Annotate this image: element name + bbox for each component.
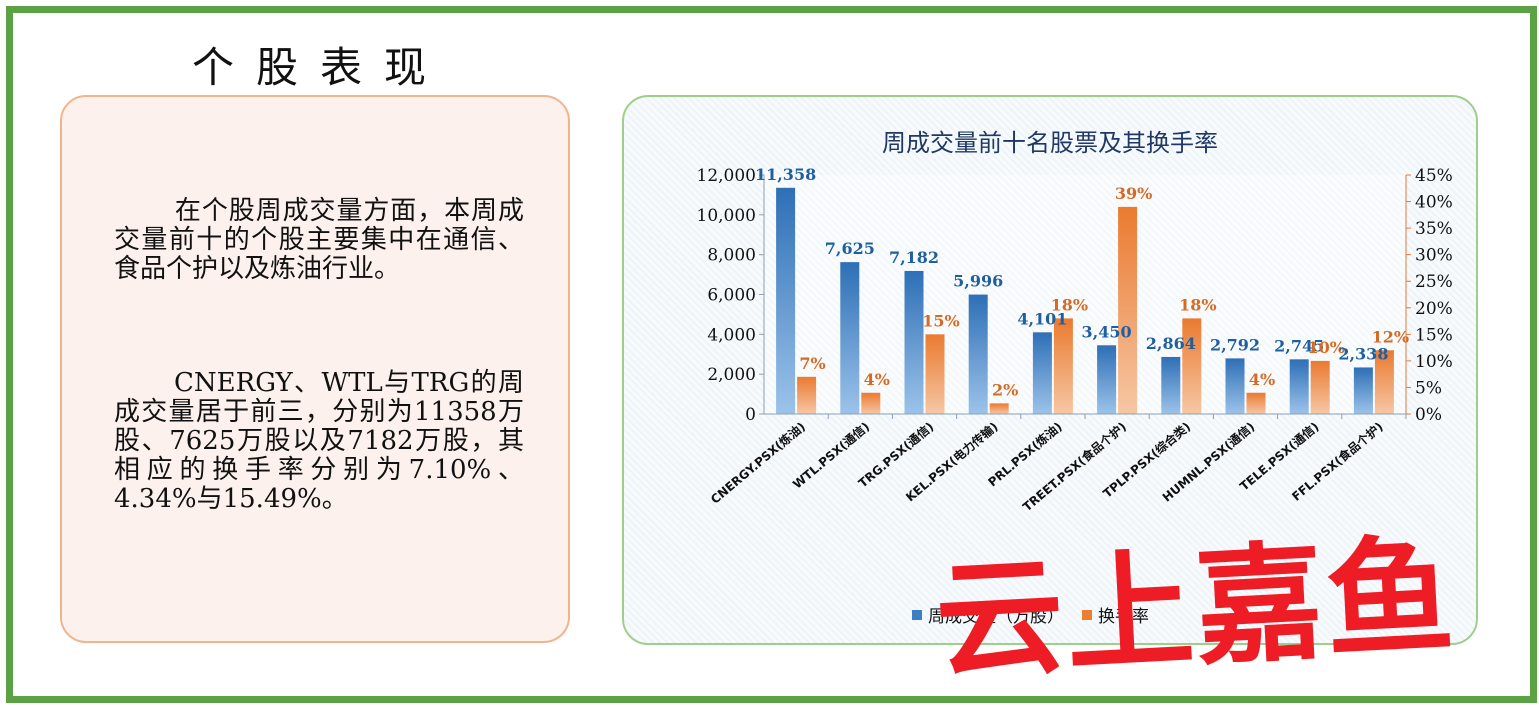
data-label-volume: 2,864 (1146, 334, 1196, 353)
data-label-volume: 7,625 (825, 239, 875, 258)
watermark-text: 云上嘉鱼 (932, 520, 1460, 698)
y-tick-label-right: 5% (1415, 378, 1442, 398)
bar-turnover (1182, 318, 1202, 414)
y-tick-label-right: 20% (1415, 299, 1453, 319)
y-tick-label-right: 25% (1415, 272, 1453, 292)
bar-volume (904, 270, 924, 414)
bar-volume (1353, 367, 1373, 414)
y-tick-label-left: 8,000 (707, 246, 756, 266)
bar-volume (1289, 359, 1309, 414)
paragraph-summary-text: 在个股周成交量方面，本周成交量前十的个股主要集中在通信、食品个护以及炼油行业。 (114, 196, 524, 284)
chart-title: 周成交量前十名股票及其换手率 (882, 129, 1218, 157)
data-label-turnover: 39% (1115, 184, 1152, 203)
page-title: 个股表现 (191, 43, 448, 92)
x-category-label: TREET.PSX(食品个护) (1019, 419, 1129, 514)
data-label-volume: 7,182 (889, 248, 939, 267)
data-label-volume: 2,792 (1210, 335, 1260, 354)
y-tick-label-left: 0 (745, 405, 756, 425)
y-tick-label-left: 10,000 (697, 206, 756, 226)
data-label-volume: 4,101 (1017, 309, 1067, 328)
paragraph-summary: 在个股周成交量方面，本周成交量前十的个股主要集中在通信、食品个护以及炼油行业。 (114, 197, 524, 284)
bar-volume (968, 294, 988, 414)
legend-swatch-turnover (1082, 609, 1092, 620)
bar-volume (1097, 345, 1117, 414)
bar-volume (776, 187, 796, 414)
volume-turnover-chart: 周成交量前十名股票及其换手率 0 2,000 4,000 6,000 8,000 10,0… (697, 129, 1453, 514)
data-label-turnover: 4% (864, 370, 890, 389)
data-label-turnover: 2% (992, 380, 1018, 399)
data-label-turnover: 12% (1372, 327, 1409, 346)
bar-turnover (1374, 350, 1394, 414)
y-tick-label-right: 0% (1415, 405, 1442, 425)
data-label-volume: 3,450 (1082, 322, 1132, 341)
data-label-turnover: 18% (1179, 295, 1216, 314)
bar-turnover (925, 334, 945, 414)
data-label-turnover: 7% (799, 354, 825, 373)
data-label-turnover: 18% (1051, 295, 1088, 314)
legend-item-volume: 周成交量（万股） (912, 602, 1064, 627)
y-tick-label-left: 6,000 (707, 286, 756, 306)
chart-legend: 周成交量（万股） 换手率 (912, 602, 1149, 627)
paragraph-top-three: CNERGY、WTL与TRG的周成交量居于前三，分别为11358万股、7625万… (114, 369, 524, 514)
bar-volume (1032, 332, 1052, 414)
data-label-turnover: 10% (1307, 338, 1344, 357)
data-label-turnover: 15% (922, 311, 959, 330)
y-tick-label-right: 45% (1415, 166, 1453, 186)
y-tick-label-right: 30% (1415, 246, 1453, 266)
bar-volume (840, 262, 860, 414)
bar-turnover (797, 376, 817, 414)
data-label-volume: 2,745 (1274, 336, 1324, 355)
data-label-volume: 11,358 (755, 165, 816, 184)
y-tick-label-left: 2,000 (707, 365, 756, 385)
bar-turnover (1053, 318, 1073, 414)
y-tick-label-right: 10% (1415, 352, 1453, 372)
bar-turnover (1246, 392, 1266, 414)
bar-turnover (1118, 206, 1138, 414)
legend-item-turnover: 换手率 (1082, 602, 1149, 627)
y-tick-label-left: 4,000 (707, 325, 756, 345)
paragraph-top-three-text: CNERGY、WTL与TRG的周成交量居于前三，分别为11358万股、7625万… (114, 368, 524, 514)
y-tick-label-right: 35% (1415, 219, 1453, 239)
x-category-label: CNERGY.PSX(炼油) (707, 419, 808, 507)
legend-label-volume: 周成交量（万股） (928, 607, 1064, 627)
bar-volume (1161, 356, 1181, 414)
data-label-volume: 5,996 (953, 272, 1003, 291)
data-label-turnover: 4% (1249, 370, 1275, 389)
legend-label-turnover: 换手率 (1098, 607, 1149, 627)
bar-turnover (861, 392, 881, 414)
y-tick-label-right: 15% (1415, 325, 1453, 345)
bar-turnover (989, 403, 1009, 414)
y-tick-label-left: 12,000 (697, 166, 756, 186)
text-panel: 在个股周成交量方面，本周成交量前十的个股主要集中在通信、食品个护以及炼油行业。 … (60, 95, 570, 643)
data-label-volume: 2,338 (1338, 344, 1388, 363)
legend-swatch-volume (912, 609, 922, 620)
bar-turnover (1310, 360, 1330, 414)
bar-volume (1225, 358, 1245, 414)
y-tick-label-right: 40% (1415, 193, 1453, 213)
